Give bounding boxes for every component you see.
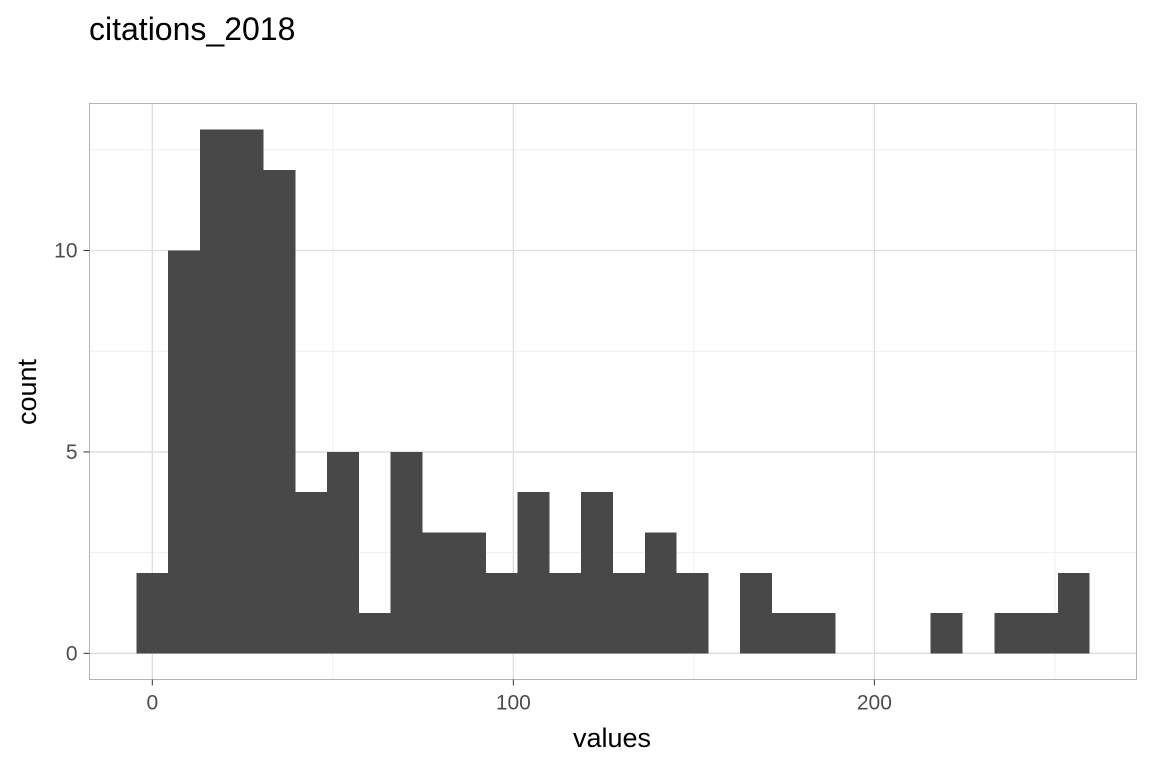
histogram-bar [549, 572, 582, 654]
histogram-bar [168, 250, 200, 654]
histogram-bar [390, 451, 423, 654]
histogram-bar [485, 572, 518, 654]
histogram-bar [771, 613, 804, 654]
x-axis-title: values [573, 723, 651, 753]
y-axis-title: count [12, 358, 42, 425]
histogram-bar [263, 169, 296, 654]
histogram-bar [613, 572, 645, 654]
histogram-bar [740, 572, 772, 654]
histogram-bar [803, 613, 836, 654]
histogram-bar [517, 492, 550, 654]
histogram-bar [136, 572, 169, 654]
histogram-bar [1026, 613, 1058, 654]
histogram-bar [994, 613, 1027, 654]
histogram-bar [327, 451, 359, 654]
histogram-bar [581, 492, 613, 654]
histogram-bar [422, 532, 455, 654]
histogram-bar [1057, 572, 1090, 654]
histogram-bar [676, 572, 709, 654]
x-tick-label: 100 [496, 692, 531, 715]
chart-title: citations_2018 [89, 11, 295, 47]
histogram-bar [930, 613, 963, 654]
histogram-bar [231, 129, 264, 654]
y-tick-label: 0 [66, 642, 78, 665]
x-axis-ticks: 0 100 200 [146, 679, 892, 715]
histogram-bar [644, 532, 677, 654]
y-axis-ticks: 0 5 10 [54, 240, 90, 665]
y-tick-label: 10 [54, 240, 77, 263]
histogram-bar [295, 492, 328, 654]
histogram-bar [358, 613, 391, 654]
histogram-bars [136, 129, 1090, 654]
panel-border [89, 103, 1137, 680]
histogram-bar [454, 532, 486, 654]
x-tick-label: 200 [857, 692, 892, 715]
histogram-bar [199, 129, 232, 654]
x-tick-label: 0 [146, 692, 158, 715]
y-tick-label: 5 [66, 441, 78, 464]
